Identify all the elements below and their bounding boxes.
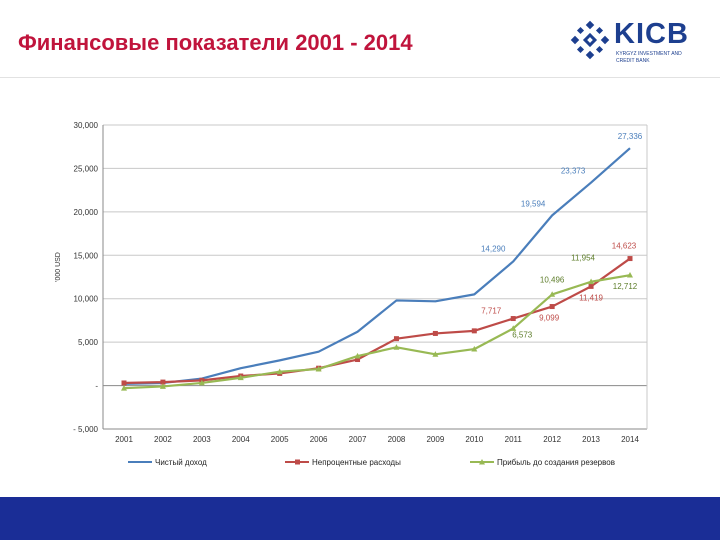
- x-tick-label: 2002: [154, 435, 172, 444]
- legend-marker-2: [295, 459, 300, 465]
- data-point-2: [432, 330, 438, 336]
- data-label: 14,623: [612, 242, 637, 251]
- data-point-3: [198, 379, 205, 386]
- x-tick-label: 2010: [465, 435, 483, 444]
- legend-marker-3: [479, 459, 485, 465]
- data-point-3: [354, 352, 361, 359]
- data-label: 10,496: [540, 275, 565, 284]
- data-point-3: [121, 384, 127, 391]
- data-point-3: [315, 365, 322, 372]
- y-tick-label: 5,000: [78, 338, 99, 347]
- x-tick-label: 2008: [388, 435, 406, 444]
- x-tick-label: 2014: [621, 435, 639, 444]
- x-tick-label: 2009: [426, 435, 444, 444]
- bank-logo: KICB KYRGYZ INVESTMENT AND CREDIT BANK: [570, 18, 700, 70]
- data-label: 9,099: [539, 314, 560, 323]
- data-label: 27,336: [618, 132, 643, 141]
- data-point-2: [549, 304, 555, 310]
- y-tick-label: 15,000: [74, 251, 99, 260]
- data-label: 12,712: [613, 282, 638, 291]
- data-point-3: [471, 345, 478, 352]
- series-line-2: [123, 257, 631, 385]
- data-label: 11,419: [579, 293, 603, 302]
- y-tick-label: 30,000: [74, 121, 99, 130]
- y-tick-label: 20,000: [74, 208, 99, 217]
- line-chart: 30,000 25,000 20,000 15,000 10,000 5,000 - - 5,…: [55, 121, 648, 467]
- data-label: 6,573: [512, 330, 533, 339]
- logo-subtitle: KYRGYZ INVESTMENT AND CREDIT BANK: [616, 51, 682, 64]
- header-divider: [0, 77, 720, 78]
- data-point-2: [627, 256, 633, 262]
- data-point-3: [159, 383, 166, 389]
- data-label: 7,717: [481, 307, 502, 316]
- y-axis-label: '000 USD: [55, 252, 62, 282]
- x-tick-label: 2007: [349, 435, 367, 444]
- data-label: 19,594: [521, 199, 546, 208]
- x-tick-label: 2005: [271, 435, 289, 444]
- series-line-1: [123, 147, 631, 385]
- data-point-2: [393, 336, 399, 342]
- data-point-3: [588, 278, 595, 285]
- data-point-3: [432, 351, 439, 357]
- y-tick-label: 25,000: [74, 164, 99, 173]
- x-tick-label: 2012: [543, 435, 561, 444]
- data-point-3: [393, 344, 400, 350]
- legend-label: Непроцентные расходы: [312, 458, 401, 467]
- logo-name: KICB: [614, 18, 689, 50]
- data-point-3: [510, 325, 517, 331]
- data-point-2: [471, 328, 477, 334]
- x-tick-label: 2006: [310, 435, 328, 444]
- y-tick-label: -: [95, 382, 98, 391]
- x-tick-label: 2003: [193, 435, 211, 444]
- data-point-2: [510, 316, 516, 322]
- legend-label: Чистый доход: [155, 458, 207, 467]
- page-title: Финансовые показатели 2001 - 2014: [18, 30, 413, 55]
- footer-bar: [0, 497, 720, 540]
- data-point-2: [355, 357, 361, 363]
- data-point-3: [276, 368, 283, 375]
- data-label: 14,290: [481, 244, 506, 253]
- data-point-3: [549, 291, 556, 297]
- legend-label: Прибыль до создания резервов: [497, 458, 615, 467]
- x-tick-label: 2004: [232, 435, 250, 444]
- data-point-2: [121, 380, 127, 386]
- series-line-3: [123, 274, 631, 390]
- data-point-2: [588, 283, 594, 289]
- x-tick-label: 2013: [582, 435, 600, 444]
- data-label: 11,954: [571, 254, 595, 263]
- y-tick-label: - 5,000: [73, 425, 98, 434]
- data-point-3: [627, 271, 633, 278]
- data-point-2: [160, 379, 166, 385]
- data-label: 23,373: [561, 167, 586, 176]
- data-point-3: [237, 374, 244, 381]
- snowflake-logo-icon: [570, 20, 610, 60]
- x-tick-label: 2011: [505, 435, 523, 444]
- y-tick-label: 10,000: [74, 295, 99, 304]
- x-tick-label: 2001: [115, 435, 133, 444]
